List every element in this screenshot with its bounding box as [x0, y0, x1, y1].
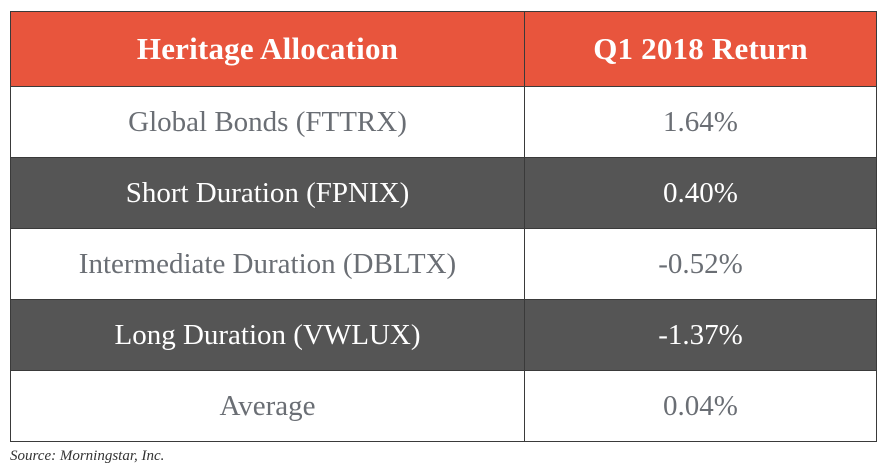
table-header-row: Heritage Allocation Q1 2018 Return	[10, 11, 877, 87]
average-label-cell: Average	[10, 370, 525, 442]
fund-name-cell: Global Bonds (FTTRX)	[10, 86, 525, 158]
source-note: Source: Morningstar, Inc.	[10, 448, 165, 464]
return-value-cell: 0.40%	[524, 157, 877, 229]
average-value-cell: 0.04%	[524, 370, 877, 442]
table-row: Short Duration (FPNIX) 0.40%	[10, 157, 877, 229]
return-value-cell: -1.37%	[524, 299, 877, 371]
return-value-cell: -0.52%	[524, 228, 877, 300]
column-header-return: Q1 2018 Return	[524, 11, 877, 87]
column-header-allocation: Heritage Allocation	[10, 11, 525, 87]
fund-name-cell: Short Duration (FPNIX)	[10, 157, 525, 229]
returns-table: Heritage Allocation Q1 2018 Return Globa…	[10, 11, 877, 442]
fund-name-cell: Long Duration (VWLUX)	[10, 299, 525, 371]
table-row: Global Bonds (FTTRX) 1.64%	[10, 86, 877, 158]
fund-name-cell: Intermediate Duration (DBLTX)	[10, 228, 525, 300]
table-row: Intermediate Duration (DBLTX) -0.52%	[10, 228, 877, 300]
table-row: Average 0.04%	[10, 370, 877, 442]
return-value-cell: 1.64%	[524, 86, 877, 158]
table-row: Long Duration (VWLUX) -1.37%	[10, 299, 877, 371]
